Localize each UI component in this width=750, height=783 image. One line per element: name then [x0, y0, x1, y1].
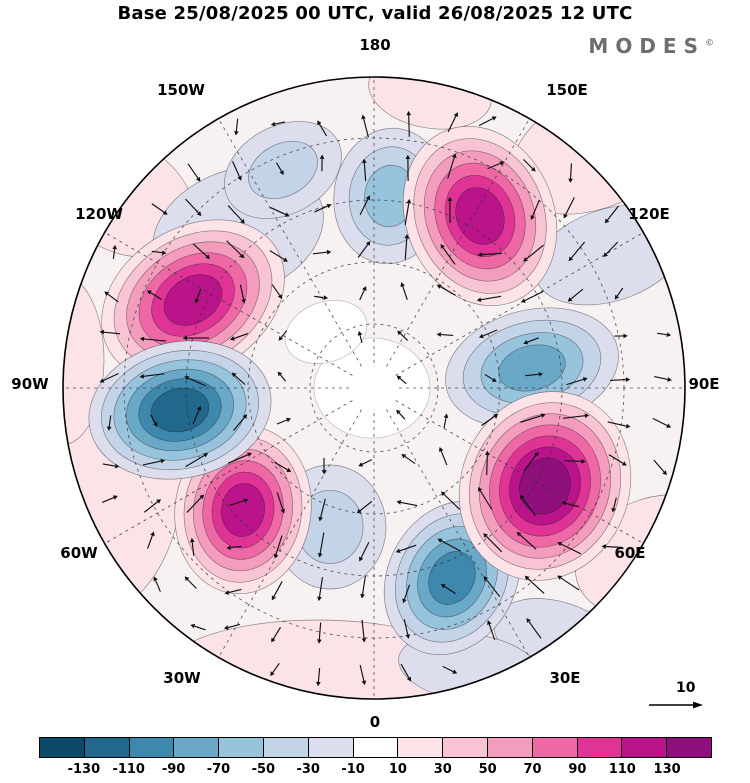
- colorbar-cell: [532, 738, 578, 757]
- colorbar-cell: [174, 738, 220, 757]
- colorbar-tick-label: 130: [653, 762, 681, 777]
- map-boundary: [62, 76, 686, 700]
- colorbar-labels: -130 -110 -90 -70 -50 -30 -10 10 30 50 70 90 110 130: [39, 758, 712, 777]
- reference-vector-value: 10: [676, 680, 696, 696]
- map-contents: [63, 77, 685, 699]
- neutral-area: [284, 300, 368, 364]
- colorbar-cell: [40, 738, 85, 757]
- lon-label-120e: 120E: [628, 205, 670, 223]
- reference-arrow-icon: [649, 701, 703, 709]
- modes-logo-text: MODES: [588, 34, 705, 58]
- colorbar-tick-label: 90: [568, 762, 587, 777]
- colorbar-tick-label: -10: [341, 762, 365, 777]
- colorbar-cell: [443, 738, 488, 757]
- lon-label-180: 180: [359, 36, 391, 54]
- colorbar-tick-label: -30: [296, 762, 320, 777]
- negative-anomaly: [88, 340, 272, 480]
- colorbar-tick-label: 10: [388, 762, 407, 777]
- chart-title: Base 25/08/2025 00 UTC, valid 26/08/2025…: [117, 3, 633, 24]
- lon-label-120w: 120W: [75, 205, 123, 223]
- wind-vector-field: [99, 110, 672, 687]
- negative-anomaly: [445, 307, 619, 429]
- lon-label-150e: 150E: [546, 81, 588, 99]
- lon-label-60w: 60W: [60, 544, 98, 562]
- lon-label-150w: 150W: [157, 81, 205, 99]
- colorbar-cell: [84, 738, 130, 757]
- modes-logo: MODES©: [588, 34, 714, 58]
- lon-label-30e: 30E: [549, 669, 581, 687]
- colorbar-tick-label: -90: [161, 762, 186, 777]
- positive-anomaly: [368, 77, 492, 130]
- colorbar-cells: [39, 737, 712, 758]
- positive-anomaly: [63, 274, 105, 446]
- lon-label-0: 0: [369, 713, 381, 731]
- colorbar-cell: [622, 738, 668, 757]
- lon-label-60e: 60E: [614, 544, 646, 562]
- lon-label-30w: 30W: [163, 669, 201, 687]
- colorbar-cell: [577, 738, 623, 757]
- reference-vector: 10: [640, 680, 720, 716]
- colorbar-cell: [353, 738, 399, 757]
- lon-label-90e: 90E: [688, 375, 720, 393]
- colorbar-cell: [667, 738, 711, 757]
- colorbar-cell: [129, 738, 175, 757]
- colorbar-tick-label: 30: [433, 762, 452, 777]
- colorbar-tick-label: 110: [608, 762, 636, 777]
- modes-logo-symbol: ©: [705, 38, 714, 49]
- colorbar-tick-label: -110: [112, 762, 145, 777]
- colorbar-tick-label: 70: [523, 762, 542, 777]
- colorbar-cell: [487, 738, 533, 757]
- colorbar-tick-label: -130: [67, 762, 101, 777]
- graticule: [63, 77, 685, 699]
- colorbar-cell: [263, 738, 309, 757]
- positive-anomaly: [101, 219, 285, 381]
- colorbar: -130 -110 -90 -70 -50 -30 -10 10 30 50 70 90 110 130: [39, 737, 712, 777]
- lon-label-90w: 90W: [11, 375, 49, 393]
- colorbar-tick-label: 50: [478, 762, 497, 777]
- colorbar-cell: [308, 738, 354, 757]
- positive-anomaly: [402, 125, 558, 307]
- colorbar-tick-label: -70: [206, 762, 231, 777]
- colorbar-cell: [219, 738, 264, 757]
- colorbar-tick-label: -50: [251, 762, 276, 777]
- colorbar-cell: [398, 738, 444, 757]
